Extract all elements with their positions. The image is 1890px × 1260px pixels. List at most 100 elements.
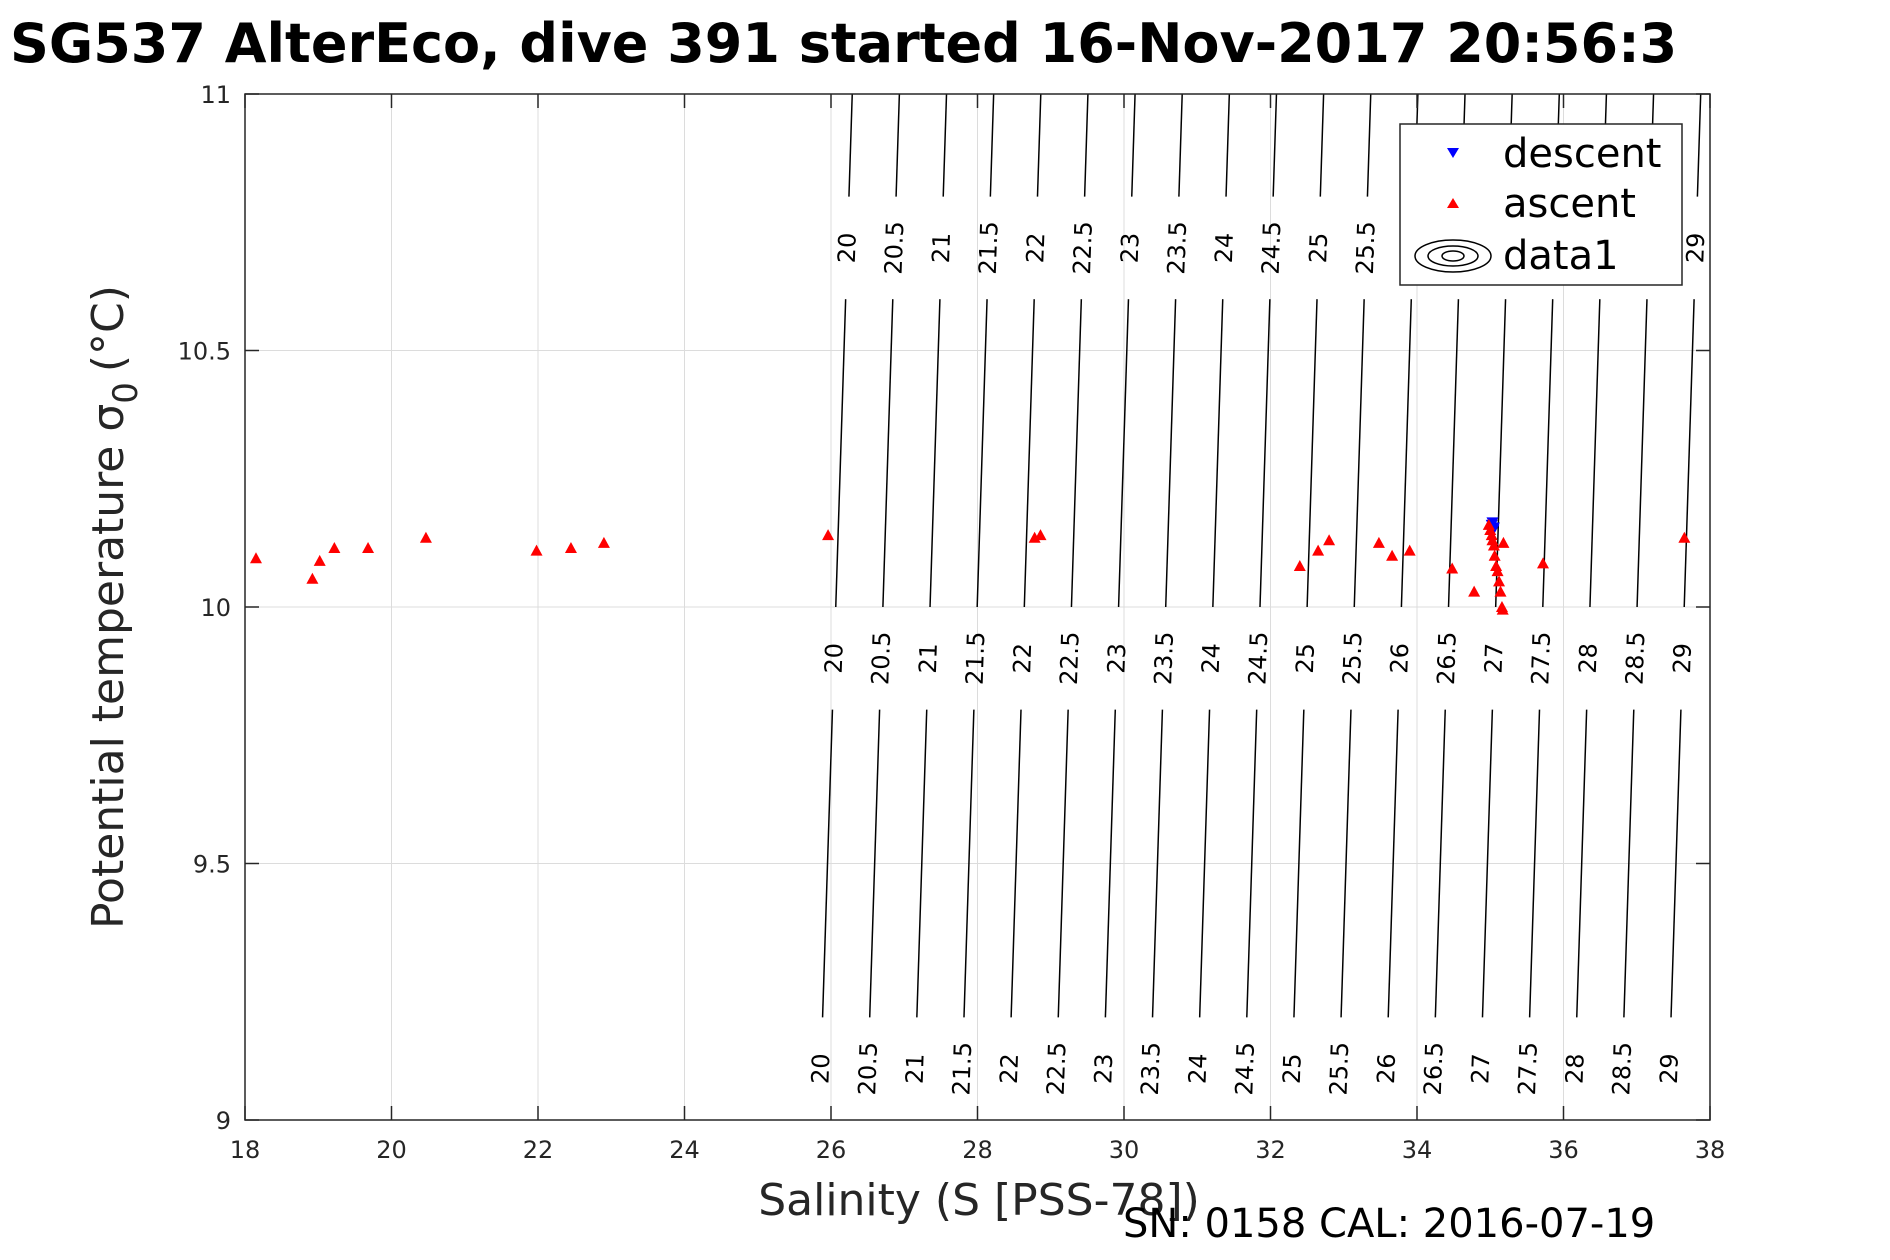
contour-label: 29 bbox=[1668, 643, 1697, 675]
x-tick-label: 38 bbox=[1695, 1136, 1726, 1164]
contour-label: 22 bbox=[1008, 643, 1037, 675]
contour-label: 27.5 bbox=[1513, 1042, 1543, 1096]
y-tick-label: 9 bbox=[216, 1107, 231, 1135]
contour-label: 21 bbox=[927, 232, 956, 264]
contour-label: 24 bbox=[1197, 643, 1226, 675]
ascent-point bbox=[1386, 549, 1399, 561]
contour-line bbox=[929, 299, 941, 608]
contour-line bbox=[1528, 709, 1541, 1018]
contour-line bbox=[1542, 299, 1554, 608]
contour-line bbox=[1387, 709, 1399, 1018]
contour-label: 21.5 bbox=[947, 1042, 977, 1096]
contour-line bbox=[1434, 709, 1446, 1018]
contour-label: 26.5 bbox=[1432, 631, 1462, 685]
ascent-point bbox=[249, 552, 262, 564]
contour-label: 23.5 bbox=[1149, 631, 1179, 685]
contour-label: 25.5 bbox=[1338, 631, 1368, 685]
contour-label: 21 bbox=[901, 1053, 930, 1085]
contour-line bbox=[916, 709, 928, 1018]
contour-label: 21 bbox=[914, 643, 943, 675]
contour-label: 26.5 bbox=[1419, 1042, 1449, 1096]
contour-line bbox=[942, 93, 948, 197]
contour-label: 20.5 bbox=[880, 221, 910, 275]
ascent-point bbox=[1493, 575, 1506, 587]
contour-label: 22.5 bbox=[1055, 631, 1085, 685]
contour-label: 22.5 bbox=[1042, 1042, 1072, 1096]
contour-label: 26 bbox=[1385, 643, 1414, 675]
density-contours bbox=[821, 93, 1702, 1018]
ascent-point bbox=[1496, 603, 1509, 615]
chart-title: SG537 AlterEco, dive 391 started 16-Nov-… bbox=[10, 12, 1677, 75]
ascent-point bbox=[1468, 585, 1481, 597]
contour-line bbox=[1178, 93, 1183, 197]
contour-line bbox=[1319, 93, 1325, 197]
contour-line bbox=[1057, 709, 1069, 1018]
x-tick-label: 28 bbox=[962, 1136, 993, 1164]
contour-label: 23.5 bbox=[1136, 1042, 1166, 1096]
x-tick-label: 20 bbox=[376, 1136, 407, 1164]
contour-line bbox=[1083, 93, 1089, 197]
contour-label: 20 bbox=[820, 643, 849, 675]
contour-label: 24 bbox=[1183, 1053, 1212, 1085]
contour-label: 23.5 bbox=[1162, 221, 1192, 275]
ascent-point bbox=[1403, 544, 1416, 556]
contour-label: 25.5 bbox=[1325, 1042, 1355, 1096]
contour-label: 21.5 bbox=[961, 631, 991, 685]
contour-label: 28 bbox=[1561, 1053, 1590, 1085]
contour-line bbox=[835, 299, 847, 608]
legend-contour-icon bbox=[1414, 239, 1492, 273]
contour-line bbox=[868, 709, 881, 1018]
contour-line bbox=[1164, 299, 1177, 608]
contour-line bbox=[1198, 709, 1211, 1018]
contour-label: 24.5 bbox=[1243, 631, 1273, 685]
contour-label: 23 bbox=[1089, 1053, 1118, 1085]
contour-line bbox=[1259, 299, 1271, 608]
ascent-point bbox=[1446, 562, 1459, 574]
y-axis-label-main: Potential temperature σ bbox=[83, 404, 134, 929]
contour-label: 28 bbox=[1574, 643, 1603, 675]
contour-label: 29 bbox=[1681, 232, 1710, 264]
contour-label: 23 bbox=[1102, 643, 1131, 675]
contour-label: 25 bbox=[1291, 643, 1320, 675]
ascent-point bbox=[1494, 585, 1507, 597]
contour-line bbox=[895, 93, 901, 197]
ascent-point bbox=[530, 544, 543, 556]
ascent-point bbox=[1312, 544, 1325, 556]
x-axis-ticks: 18 20 22 24 26 28 30 32 34 36 38 bbox=[230, 94, 1726, 1164]
ascent-point bbox=[1034, 529, 1047, 541]
x-tick-label: 30 bbox=[1109, 1136, 1140, 1164]
ascent-point bbox=[362, 542, 375, 554]
y-axis-ticks: 9 9.5 10 10.5 11 bbox=[178, 81, 1710, 1135]
contour-line bbox=[1696, 93, 1702, 197]
ascent-point bbox=[1323, 534, 1336, 546]
contour-line bbox=[1340, 709, 1352, 1018]
legend-ascent-marker bbox=[1447, 198, 1459, 208]
legend-box bbox=[1399, 123, 1683, 286]
ascent-point bbox=[1491, 565, 1504, 577]
data-points bbox=[249, 517, 1691, 615]
contour-label: 27.5 bbox=[1526, 631, 1556, 685]
contour-line bbox=[1576, 709, 1588, 1018]
ascent-point bbox=[1487, 539, 1500, 551]
ascent-point bbox=[419, 531, 432, 543]
contour-line bbox=[976, 299, 988, 608]
y-tick-label: 10.5 bbox=[178, 338, 231, 366]
contour-line bbox=[1117, 299, 1130, 608]
y-tick-label: 10 bbox=[200, 594, 231, 622]
contour-label: 20.5 bbox=[853, 1042, 883, 1096]
contour-line bbox=[1104, 709, 1117, 1018]
contour-label: 23 bbox=[1116, 232, 1145, 264]
contour-line bbox=[1636, 299, 1648, 608]
contour-line bbox=[1246, 709, 1258, 1018]
ascent-point bbox=[1485, 529, 1498, 541]
ascent-point bbox=[306, 572, 319, 584]
contour-label: 20.5 bbox=[866, 631, 896, 685]
ascent-point bbox=[328, 542, 341, 554]
footer-sn-cal: SN: 0158 CAL: 2016-07-19 bbox=[1123, 1201, 1655, 1247]
x-tick-label: 34 bbox=[1402, 1136, 1433, 1164]
ascent-point bbox=[1372, 536, 1385, 548]
density-contour-labels: 20 20 20 20.5 20.5 20.5 21 21 21 21.5 21.5 21.5 22 22… bbox=[806, 221, 1710, 1096]
contour-line bbox=[821, 709, 834, 1018]
contour-label: 25 bbox=[1278, 1053, 1307, 1085]
contour-line bbox=[1151, 709, 1164, 1018]
